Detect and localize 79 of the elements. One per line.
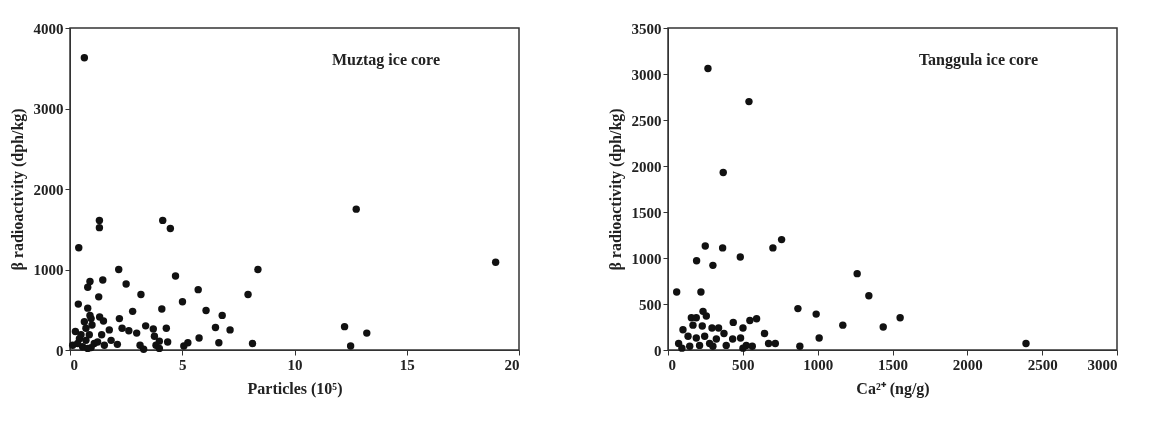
point <box>896 314 904 322</box>
point <box>704 64 712 73</box>
point <box>689 321 697 329</box>
point <box>701 242 709 250</box>
point <box>777 235 786 244</box>
point <box>1022 339 1030 348</box>
point <box>865 292 873 300</box>
y-tick-label: 500 <box>639 296 662 313</box>
y-tick-label: 1000 <box>33 262 64 278</box>
x-tick-label: 0 <box>668 356 676 373</box>
x-axis-title: Particles (10⁵) <box>247 379 343 398</box>
x-tick-label: 1000 <box>803 356 834 373</box>
point <box>705 339 714 348</box>
y-tick-label: 3500 <box>631 20 662 37</box>
point <box>702 312 711 320</box>
annotation: Tanggula ice core <box>918 51 1038 69</box>
annotation: Muztag ice core <box>331 51 440 69</box>
point <box>692 334 700 342</box>
y-tick-label: 3000 <box>33 101 64 117</box>
point <box>678 344 686 352</box>
y-tick-label: 0 <box>654 342 662 359</box>
point <box>839 321 847 329</box>
point <box>712 335 721 343</box>
y-tick-label: 2000 <box>631 158 662 175</box>
point <box>714 324 723 332</box>
y-tick-label: 3000 <box>631 66 662 83</box>
x-tick-label: 20 <box>504 356 520 373</box>
point <box>722 341 730 350</box>
point <box>700 332 709 340</box>
x-tick-label: 500 <box>732 356 755 373</box>
point <box>736 334 745 342</box>
x-tick-label: 10 <box>287 356 303 373</box>
point <box>718 244 727 252</box>
point <box>698 322 706 330</box>
point <box>760 329 769 338</box>
point <box>685 342 694 351</box>
y-tick-label: 1500 <box>631 204 662 221</box>
point <box>672 288 681 296</box>
point <box>853 269 861 278</box>
point <box>692 314 700 322</box>
point <box>796 342 804 351</box>
point <box>695 341 704 350</box>
point <box>709 261 717 270</box>
y-tick-label: 1000 <box>631 250 662 267</box>
point <box>879 323 887 331</box>
point <box>692 257 701 265</box>
x-tick-label: 5 <box>179 356 187 373</box>
point <box>745 97 753 106</box>
point <box>720 329 728 338</box>
x-tick-label: 2000 <box>952 356 983 373</box>
x-axis-title: Ca²⁺ (ng/g) <box>856 379 930 398</box>
point <box>736 253 744 261</box>
y-axis-title: β radioactivity (dph/kg) <box>8 108 27 271</box>
x-tick-label: 1500 <box>878 356 908 373</box>
point <box>769 244 777 252</box>
point <box>764 339 773 348</box>
y-tick-label: 2000 <box>33 181 64 198</box>
x-tick-label: 3000 <box>1087 356 1118 373</box>
point <box>812 310 820 318</box>
y-axis-title: β radioactivity (dph/kg) <box>606 108 625 271</box>
point <box>794 304 802 313</box>
point <box>719 168 727 177</box>
point <box>708 324 716 332</box>
x-tick-label: 0 <box>70 356 78 373</box>
point <box>739 324 747 332</box>
point <box>728 335 737 343</box>
y-tick-label: 2500 <box>631 112 662 129</box>
x-tick-label: 2500 <box>1027 356 1058 373</box>
point <box>697 288 705 296</box>
point <box>746 316 754 325</box>
y-tick-label: 4000 <box>33 20 64 37</box>
point <box>752 315 761 323</box>
point <box>684 332 692 340</box>
point <box>771 339 780 348</box>
point <box>729 318 737 327</box>
point <box>679 326 687 334</box>
x-tick-label: 15 <box>399 356 415 373</box>
point <box>815 334 823 342</box>
y-tick-label: 0 <box>56 342 64 359</box>
